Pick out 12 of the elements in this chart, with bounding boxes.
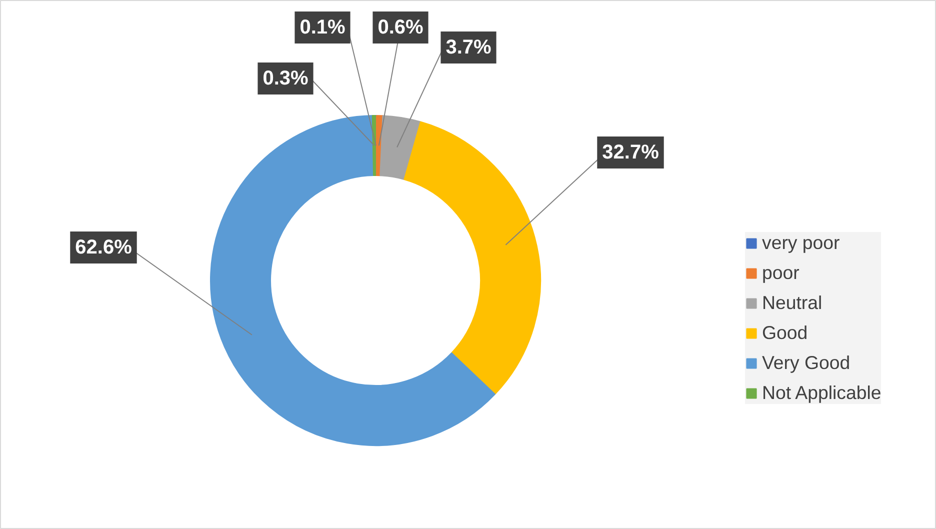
data-label: 3.7% — [446, 36, 492, 58]
data-label: 62.6% — [75, 236, 132, 258]
data-label: 32.7% — [602, 142, 660, 164]
data-label: 0.6% — [378, 16, 424, 38]
legend-label: poor — [762, 262, 800, 284]
data-label: 0.3% — [262, 68, 309, 90]
legend-label: Good — [762, 322, 808, 344]
data-label: 0.1% — [300, 16, 346, 38]
legend-label: Not Applicable — [762, 382, 882, 404]
legend-label: Neutral — [762, 292, 822, 314]
legend-label: Very Good — [762, 352, 850, 374]
legend-label: very poor — [762, 232, 840, 254]
